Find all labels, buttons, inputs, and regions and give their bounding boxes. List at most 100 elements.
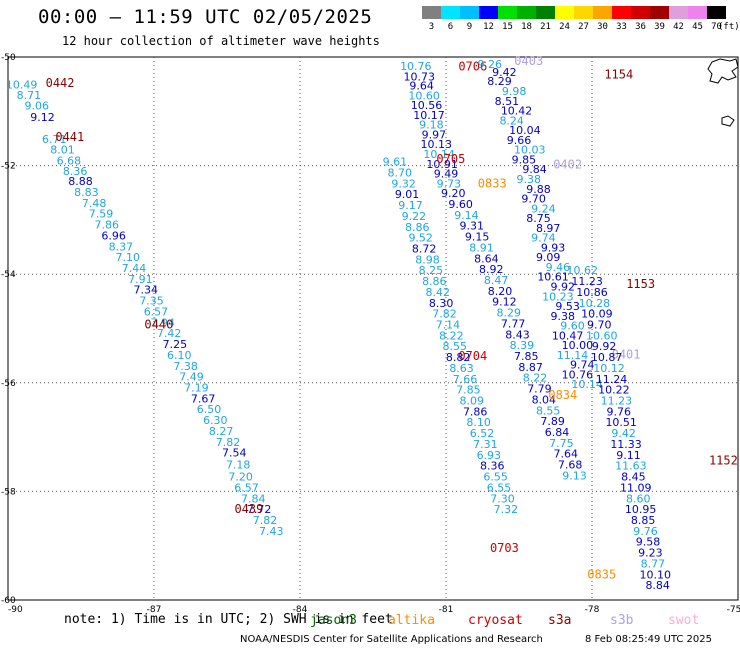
wave-height-label: 9.09 — [536, 251, 561, 264]
wave-height-label: 6.93 — [477, 449, 502, 462]
pass-time-label: 0442 — [46, 76, 75, 90]
timestamp-text: 8 Feb 08:25:49 UTC 2025 — [585, 634, 712, 645]
x-tick-label: -81 — [439, 605, 454, 615]
wave-height-label: 8.01 — [50, 144, 75, 157]
wave-height-label: 9.70 — [521, 193, 546, 206]
color-scale-label: 24 — [559, 22, 570, 32]
wave-height-label: 11.24 — [596, 373, 628, 386]
wave-height-label: 6.57 — [234, 481, 259, 494]
wave-height-label: 7.31 — [473, 438, 498, 451]
wave-height-label: 10.14 — [423, 148, 455, 161]
wave-height-label: 9.97 — [422, 128, 447, 141]
wave-height-label: 9.70 — [587, 319, 612, 332]
wave-height-label: 10.87 — [591, 351, 623, 364]
wave-height-label: 9.76 — [607, 405, 632, 418]
color-scale-swatch — [422, 6, 441, 19]
wave-height-label: 7.82 — [432, 308, 457, 321]
wave-height-label: 10.47 — [552, 329, 584, 342]
color-scale-swatch — [574, 6, 593, 19]
wave-height-label: 9.92 — [551, 280, 576, 293]
wave-height-label: 8.75 — [526, 212, 551, 225]
wave-height-label: 10.73 — [403, 70, 435, 83]
wave-height-label: 8.86 — [405, 221, 430, 234]
mission-legend-s3a: s3a — [548, 613, 572, 628]
wave-height-label: 9.49 — [434, 168, 459, 181]
wave-height-label: 9.66 — [507, 134, 532, 147]
wave-height-label: 10.23 — [542, 290, 574, 303]
wave-height-label: 7.75 — [549, 437, 574, 450]
wave-height-label: 9.84 — [522, 163, 547, 176]
color-scale-label: 70 — [711, 22, 722, 32]
wave-height-label: 7.68 — [558, 459, 583, 472]
wave-height-label: 10.51 — [605, 416, 637, 429]
wave-height-label: 8.91 — [469, 241, 494, 254]
wave-height-label: 9.73 — [437, 177, 462, 190]
pass-time-label: 0402 — [553, 157, 582, 171]
wave-height-label: 8.36 — [480, 460, 505, 473]
color-scale-label: 12 — [483, 22, 494, 32]
credit-text: NOAA/NESDIS Center for Satellite Applica… — [240, 634, 543, 645]
pass-time-label: 0835 — [587, 567, 616, 581]
wave-height-label: 9.64 — [409, 80, 434, 93]
color-scale-swatch — [688, 6, 707, 19]
wave-height-label: 10.22 — [598, 384, 630, 397]
wave-height-label: 7.38 — [173, 360, 198, 373]
wave-height-label: 8.82 — [446, 351, 471, 364]
color-scale-unit: (ft) — [718, 22, 740, 32]
wave-height-label: 10.76 — [400, 60, 432, 73]
wave-height-label: 9.42 — [492, 66, 517, 79]
color-scale-swatch — [707, 6, 726, 19]
wave-height-label: 9.76 — [633, 525, 658, 538]
wave-height-label: 9.92 — [592, 340, 617, 353]
wave-height-label: 8.29 — [487, 75, 512, 88]
wave-height-label: 7.77 — [501, 317, 526, 330]
wave-height-label: 7.19 — [184, 381, 209, 394]
wave-height-label: 7.94 — [151, 316, 176, 329]
wave-height-label: 8.64 — [474, 252, 499, 265]
wave-height-label: 9.42 — [611, 427, 636, 440]
mission-legend-cryosat: cryosat — [468, 613, 523, 628]
y-tick-label: -50 — [1, 53, 16, 63]
pass-time-label: 1152 — [709, 453, 738, 467]
wave-height-label: 7.44 — [122, 262, 147, 275]
y-tick-label: -54 — [1, 270, 16, 280]
color-scale-swatch — [536, 6, 555, 19]
y-tick-label: -56 — [1, 379, 16, 389]
wave-height-label: 9.20 — [441, 187, 466, 200]
wave-height-label: 11.63 — [615, 460, 647, 473]
wave-height-label: 9.74 — [570, 359, 595, 372]
color-scale-swatch — [479, 6, 498, 19]
wave-height-label: 7.14 — [436, 319, 461, 332]
color-scale-swatch — [555, 6, 574, 19]
wave-height-label: 9.24 — [531, 202, 556, 215]
wave-height-label: 7.79 — [527, 383, 552, 396]
wave-height-label: 9.18 — [419, 119, 444, 132]
pass-time-label: 1153 — [626, 277, 655, 291]
wave-height-label: 9.61 — [383, 156, 408, 169]
wave-height-label: 9.58 — [636, 536, 661, 549]
pass-time-label: 0705 — [436, 152, 465, 166]
wave-height-label: 9.12 — [30, 111, 55, 124]
wave-height-label: 8.55 — [536, 404, 561, 417]
wave-height-label: 10.76 — [562, 368, 594, 381]
wave-height-label: 9.52 — [408, 232, 433, 245]
wave-height-label: 11.23 — [601, 395, 633, 408]
wave-height-label: 8.29 — [497, 307, 522, 320]
wave-height-label: 6.68 — [57, 155, 82, 168]
wave-height-label: 9.38 — [516, 173, 541, 186]
wave-height-label: 6.96 — [101, 229, 126, 242]
mission-legend-swot: swot — [668, 613, 700, 628]
wave-height-label: 9.38 — [551, 310, 576, 323]
coastline-outline — [707, 58, 739, 127]
wave-height-label: 6.57 — [144, 305, 169, 318]
wave-height-label: 8.10 — [466, 416, 491, 429]
wave-height-label: 9.15 — [465, 231, 490, 244]
wave-height-label: 9.85 — [512, 153, 537, 166]
wave-height-label: 6.52 — [470, 427, 495, 440]
wave-height-label: 10.04 — [509, 124, 541, 137]
wave-height-label: 7.84 — [241, 492, 266, 505]
wave-height-label: 9.93 — [541, 241, 566, 254]
pass-time-label: 0834 — [548, 388, 577, 402]
wave-height-label: 7.85 — [514, 350, 539, 363]
